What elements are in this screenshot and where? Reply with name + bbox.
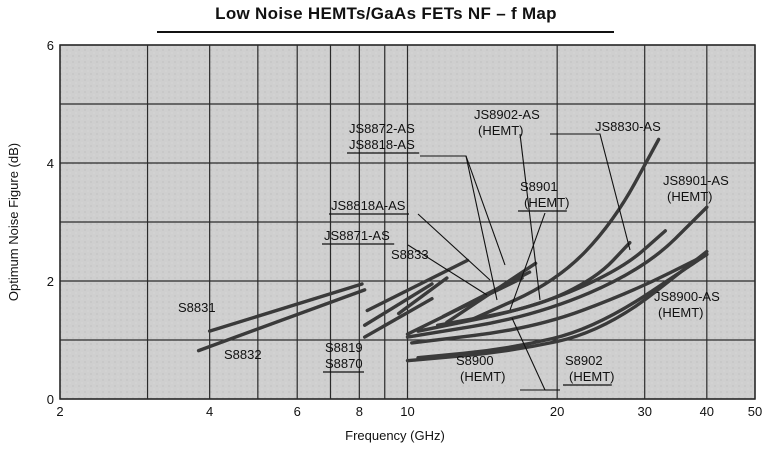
leader-line <box>550 133 631 251</box>
x-tick-label: 4 <box>206 404 213 419</box>
series-label: S8831 <box>178 300 216 315</box>
leader-lines <box>407 133 631 391</box>
series-label: S8901 <box>520 179 558 194</box>
series-label: S8833 <box>391 247 429 262</box>
x-tick-label: 10 <box>400 404 414 419</box>
leader-line <box>519 133 541 301</box>
y-tick-labels: 0 2 4 6 <box>47 38 54 407</box>
series-line <box>445 261 538 324</box>
series-label: JS8830-AS <box>595 119 661 134</box>
series-line <box>362 297 434 339</box>
chart-title: Low Noise HEMTs/GaAs FETs NF – f Map <box>215 4 557 23</box>
title-underline <box>157 31 614 33</box>
series-label: S8900 <box>456 353 494 368</box>
series-label-line2: (HEMT) <box>460 369 506 384</box>
series-label: S8819 <box>325 340 363 355</box>
series-label-line2: (HEMT) <box>478 123 524 138</box>
series-line <box>405 205 709 339</box>
y-tick-label: 4 <box>47 156 54 171</box>
series-line <box>365 258 470 313</box>
y-tick-label: 6 <box>47 38 54 53</box>
series-line <box>207 282 364 333</box>
x-tick-label: 2 <box>56 404 63 419</box>
y-tick-label: 2 <box>47 274 54 289</box>
x-tick-label: 20 <box>550 404 564 419</box>
x-axis-title: Frequency (GHz) <box>345 428 445 443</box>
y-axis-title: Optimum Noise Figure (dB) <box>6 143 21 301</box>
series-lines <box>196 137 709 363</box>
series-label: JS8902-AS <box>474 107 540 122</box>
series-label-line2: (HEMT) <box>569 369 615 384</box>
series-line <box>410 252 709 345</box>
series-label-line2: S8870 <box>325 356 363 371</box>
y-tick-label: 0 <box>47 392 54 407</box>
series-label: JS8871-AS <box>324 228 390 243</box>
x-tick-label: 6 <box>294 404 301 419</box>
x-tick-label: 40 <box>700 404 714 419</box>
series-line <box>405 249 709 363</box>
leader-line <box>407 244 488 296</box>
series-line <box>396 276 449 316</box>
series-label: JS8818A-AS <box>331 198 406 213</box>
grid-lines <box>59 44 756 400</box>
series-label: JS8872-AS <box>349 121 415 136</box>
series-line <box>416 229 667 333</box>
series-label-line2: JS8818-AS <box>349 137 415 152</box>
series-label: JS8900-AS <box>654 289 720 304</box>
x-tick-label: 8 <box>356 404 363 419</box>
series-line <box>362 282 434 327</box>
series-line <box>470 137 661 322</box>
series-label: S8832 <box>224 347 262 362</box>
x-tick-labels: 2 4 6 8 10 20 30 40 50 <box>56 404 762 419</box>
x-tick-label: 30 <box>637 404 651 419</box>
series-label-line2: (HEMT) <box>667 189 713 204</box>
leader-line <box>417 213 491 281</box>
x-tick-label: 50 <box>748 404 762 419</box>
series-line <box>196 288 367 353</box>
series-label-line2: (HEMT) <box>658 305 704 320</box>
series-label: JS8901-AS <box>663 173 729 188</box>
leader-line <box>509 212 546 311</box>
leader-line <box>465 155 506 266</box>
series-label: S8902 <box>565 353 603 368</box>
series-label-line2: (HEMT) <box>524 195 570 210</box>
